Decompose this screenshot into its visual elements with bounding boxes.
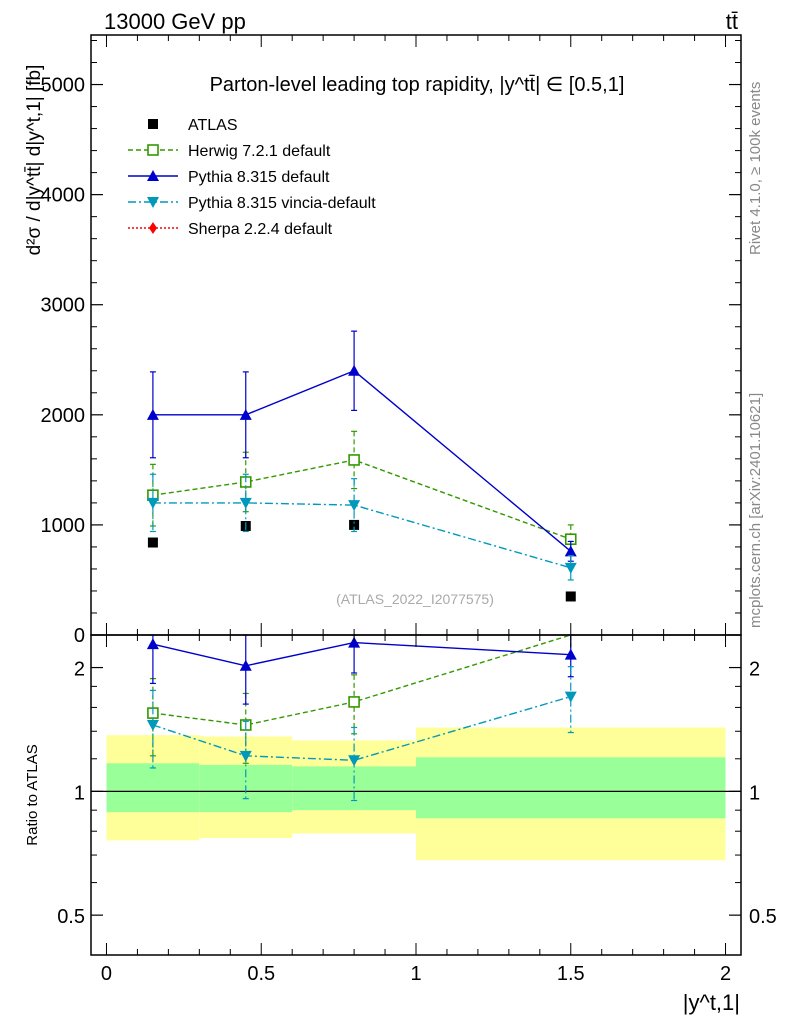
legend-marker: [147, 197, 159, 208]
main-point-atlas: [565, 591, 576, 602]
ratio-band-1sigma: [106, 763, 200, 813]
ratio-line-pythia-8-315-default: [152, 641, 571, 667]
main-series-atlas: [147, 519, 576, 602]
main-point-pythia-8-315-default: [146, 408, 159, 420]
watermark: (ATLAS_2022_I2077575): [336, 591, 494, 607]
ratio-x-ticks: 0 0.5 1 1.5 2: [101, 635, 731, 985]
main-y-tick-label: 4000: [41, 185, 86, 207]
main-point-pythia-8-315-vincia-default: [239, 497, 252, 509]
ratio-band-1sigma: [416, 757, 726, 819]
main-point-pythia-8-315-default: [239, 408, 252, 420]
legend-marker: [147, 170, 159, 181]
ratio-y-tick-label-right: 1: [749, 782, 760, 804]
x-axis-label: |y^t,1|: [683, 990, 740, 1015]
legend-entry-atlas: ATLAS: [148, 117, 238, 134]
x-tick-label: 0.5: [247, 963, 275, 985]
energy-label: 13000 GeV pp: [104, 9, 246, 34]
main-line-pythia-8-315-default: [152, 369, 572, 552]
main-point-pythia-8-315-vincia-default: [348, 500, 361, 512]
legend-label: Herwig 7.2.1 default: [188, 143, 331, 160]
main-series-pythia-8-315-default: [146, 330, 577, 562]
ratio-y-tick-label-right: 0.5: [749, 906, 777, 928]
process-label: tt̄: [726, 9, 738, 34]
main-point-pythia-8-315-default: [564, 545, 577, 557]
ratio-point-pythia-8-315-vincia-default: [239, 750, 252, 762]
main-panel: 0 1000 2000 3000 4000 5000 Parton-level leadi…: [24, 34, 742, 647]
ratio-y-tick-label: 2: [74, 659, 85, 681]
ratio-y-ticks: 0.5 0.5 1 1 2 2: [57, 659, 777, 929]
main-point-atlas: [147, 537, 158, 548]
rivet-label: Rivet 4.1.0, ≥ 100k events: [747, 82, 764, 255]
ratio-y-tick-label: 0.5: [57, 906, 85, 928]
legend-entry-pythia-8-315-default: Pythia 8.315 default: [128, 169, 330, 186]
ratio-series-pythia-8-315-vincia-default: [146, 666, 577, 802]
legend-label: Sherpa 2.2.4 default: [188, 221, 333, 238]
ratio-line-herwig-7-2-1-default: [152, 634, 571, 726]
main-y-tick-label: 1000: [41, 515, 86, 537]
ratio-point-pythia-8-315-default: [564, 648, 577, 660]
ratio-y-tick-label-right: 2: [749, 659, 760, 681]
main-point-herwig-7-2-1-default: [348, 454, 360, 466]
legend: ATLAS Herwig 7.2.1 default Pythia 8.315 de…: [128, 117, 376, 238]
main-line-pythia-8-315-vincia-default: [152, 502, 571, 569]
ratio-point-pythia-8-315-default: [348, 636, 361, 648]
x-tick-label: 1: [410, 963, 421, 985]
main-y-axis-label: d²σ / d|y^tt̄| d|y^t,1| [fb]: [24, 65, 45, 256]
main-series-pythia-8-315-vincia-default: [146, 473, 577, 581]
main-y-tick-label: 3000: [41, 295, 86, 317]
main-y-tick-label: 2000: [41, 405, 86, 427]
x-tick-label: 1.5: [557, 963, 585, 985]
ratio-point-pythia-8-315-vincia-default: [146, 719, 159, 731]
main-y-tick-label: 5000: [41, 75, 86, 97]
legend-entry-sherpa-2-2-4-default: Sherpa 2.2.4 default: [128, 221, 333, 238]
main-title: Parton-level leading top rapidity, |y^tt…: [210, 74, 625, 96]
main-y-ticks: 0 1000 2000 3000 4000 5000: [41, 40, 741, 647]
main-plot-area: [146, 330, 577, 602]
ratio-line-pythia-8-315-vincia-default: [152, 695, 571, 761]
ratio-series-pythia-8-315-default: [146, 634, 577, 705]
ratio-point-pythia-8-315-vincia-default: [348, 755, 361, 767]
legend-marker: [149, 222, 157, 234]
legend-label: ATLAS: [188, 117, 238, 134]
ratio-plot-area: [91, 634, 741, 861]
mcplots-label: mcplots.cern.ch [arXiv:2401.10621]: [747, 393, 764, 628]
ratio-panel: 0.5 0.5 1 1 2 2 0 0.5 1 1.5 2 Ratio to ATLAS |y^t…: [24, 634, 777, 1015]
main-point-pythia-8-315-default: [348, 364, 361, 376]
legend-entry-herwig-7-2-1-default: Herwig 7.2.1 default: [128, 143, 331, 160]
main-series-herwig-7-2-1-default: [147, 430, 577, 555]
legend-label: Pythia 8.315 default: [188, 169, 330, 186]
legend-label: Pythia 8.315 vincia-default: [188, 195, 376, 212]
main-y-tick-label: 0: [74, 625, 85, 647]
main-point-pythia-8-315-vincia-default: [146, 497, 159, 509]
legend-entry-pythia-8-315-vincia-default: Pythia 8.315 vincia-default: [128, 195, 376, 212]
ratio-y-axis-label: Ratio to ATLAS: [24, 744, 41, 845]
main-point-pythia-8-315-vincia-default: [564, 562, 577, 574]
legend-marker: [148, 119, 158, 129]
main-x-ticks: [105, 35, 727, 635]
ratio-point-herwig-7-2-1-default: [348, 696, 360, 708]
x-tick-label: 0: [101, 963, 112, 985]
ratio-y-tick-label: 1: [74, 782, 85, 804]
main-point-atlas: [349, 519, 360, 530]
ratio-point-pythia-8-315-default: [239, 659, 252, 671]
ratio-point-pythia-8-315-vincia-default: [564, 691, 577, 703]
ratio-point-pythia-8-315-default: [146, 638, 159, 650]
x-tick-label: 2: [720, 963, 731, 985]
legend-marker: [147, 144, 159, 156]
